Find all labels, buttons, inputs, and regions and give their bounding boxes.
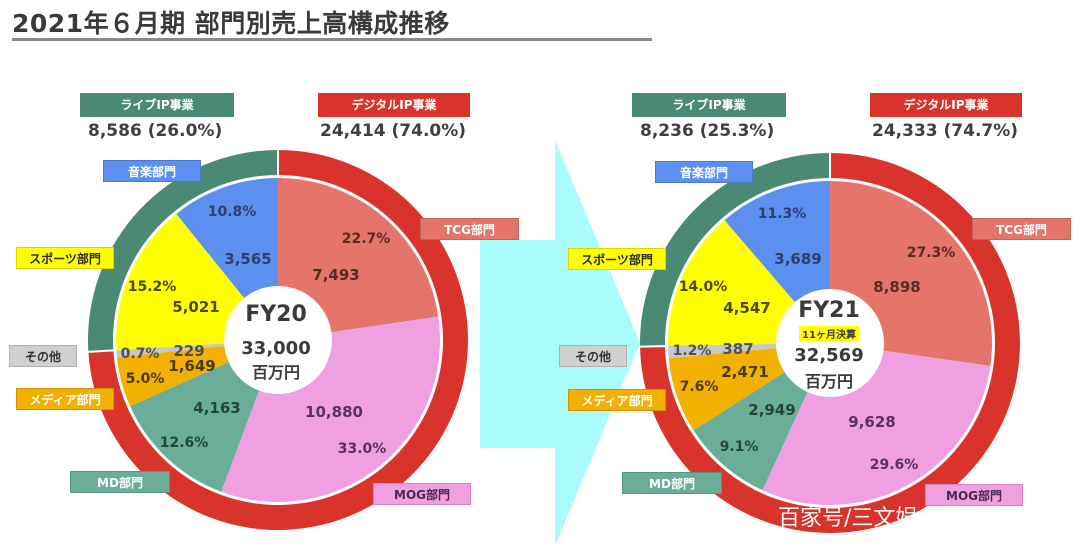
fy21-other-pct: 1.2% — [672, 343, 712, 359]
fy21-center-subtitle: 11ヶ月決算 — [799, 326, 859, 341]
fy20-media-value: 1,649 — [168, 357, 216, 375]
fy20-tag-music: 音楽部門 — [103, 160, 201, 182]
fy21-sports-value: 4,547 — [723, 299, 771, 317]
fy20-mog-pct: 33.0% — [337, 441, 387, 457]
fy21-outer-ring-live-ip — [640, 153, 830, 347]
fy20-tag-md: MD部門 — [70, 471, 170, 493]
fy20-media-pct: 5.0% — [125, 371, 165, 387]
fy20-other-pct: 0.7% — [120, 346, 160, 362]
fy20-tag-mog: MOG部門 — [373, 483, 471, 505]
fy21-center-unit: 百万円 — [804, 372, 854, 391]
fy21-live-value-number: 8,236 — [640, 121, 694, 141]
fy21-mog-value: 9,628 — [848, 413, 896, 431]
fy21-tag-sports: スポーツ部門 — [568, 248, 666, 270]
watermark: 百家号/三文娱 ... — [778, 506, 946, 531]
transition-arrow — [480, 140, 640, 546]
fy21-digital-value-percent: (74.7%) — [943, 121, 1019, 141]
fy20-tcg-value: 7,493 — [312, 266, 360, 284]
fy21-md-value: 2,949 — [748, 401, 796, 419]
fy20-sports-pct: 15.2% — [127, 279, 177, 295]
fy20-md-pct: 12.6% — [159, 435, 209, 451]
fy20-tag-tcg: TCG部門 — [420, 218, 519, 240]
fy21-tag-other: その他 — [559, 345, 627, 367]
fy21-md-pct: 9.1% — [719, 439, 759, 455]
fy21-tag-mog: MOG部門 — [925, 484, 1023, 506]
fy21-tag-media: メディア部門 — [568, 389, 666, 411]
fy21-live-ip-header: ライブIP事業 — [632, 93, 786, 117]
fy21-donut-chart — [640, 153, 1021, 534]
fy21-digital-value-number: 24,333 — [872, 121, 938, 141]
fy21-music-pct: 11.3% — [757, 206, 807, 222]
fy20-ring-divider — [88, 349, 114, 353]
fy20-tag-other: その他 — [9, 345, 77, 367]
fy20-live-ip-value: 8,586 (26.0%) — [88, 121, 222, 141]
fy21-tag-md: MD部門 — [622, 472, 722, 494]
fy20-slice-tcg — [278, 178, 439, 340]
fy21-live-value-percent: (25.3%) — [699, 121, 775, 141]
fy20-digital-ip-value: 24,414 (74.0%) — [320, 121, 466, 141]
fy21-tcg-pct: 27.3% — [906, 245, 956, 261]
fy21-center-hole — [776, 289, 884, 397]
fy20-sports-value: 5,021 — [172, 298, 220, 316]
page-title: 2021年６月期 部門別売上高構成推移 — [12, 9, 450, 38]
fy20-center-unit: 百万円 — [251, 363, 301, 382]
fy20-digital-ip-header: デジタルIP事業 — [318, 93, 470, 117]
fy20-center-label: FY20 — [245, 302, 307, 327]
fy20-digital-value-number: 24,414 — [320, 121, 386, 141]
fy20-other-value: 229 — [173, 342, 205, 360]
fy20-donut-chart — [88, 150, 468, 531]
title-underline — [12, 38, 652, 41]
fy20-digital-value-percent: (74.0%) — [391, 121, 467, 141]
fy21-digital-ip-value: 24,333 (74.7%) — [872, 121, 1018, 141]
fy20-live-value-number: 8,586 — [88, 121, 142, 141]
fy20-music-value: 3,565 — [224, 250, 272, 268]
fy21-other-value: 387 — [722, 340, 754, 358]
fy21-center-label: FY21 — [798, 298, 860, 323]
fy20-center-total: 33,000 — [241, 338, 311, 359]
fy20-md-value: 4,163 — [193, 399, 241, 417]
fy21-media-value: 2,471 — [721, 363, 769, 381]
fy21-tcg-value: 8,898 — [873, 278, 921, 296]
fy21-media-pct: 7.6% — [679, 379, 719, 395]
fy21-live-ip-value: 8,236 (25.3%) — [640, 121, 774, 141]
fy20-mog-value: 10,880 — [305, 403, 363, 421]
fy21-center-total: 32,569 — [794, 345, 864, 366]
fy20-music-pct: 10.8% — [207, 204, 257, 220]
fy21-tag-tcg: TCG部門 — [972, 218, 1071, 240]
fy20-live-ip-header: ライブIP事業 — [80, 93, 234, 117]
fy21-sports-pct: 14.0% — [678, 279, 728, 295]
fy20-tcg-pct: 22.7% — [341, 231, 391, 247]
fy20-tag-sports: スポーツ部門 — [16, 247, 114, 269]
fy21-mog-pct: 29.6% — [869, 457, 919, 473]
fy21-music-value: 3,689 — [774, 250, 822, 268]
fy20-center-hole — [224, 286, 332, 394]
fy20-live-value-percent: (26.0%) — [147, 121, 223, 141]
fy21-digital-ip-header: デジタルIP事業 — [870, 93, 1022, 117]
fy20-tag-media: メディア部門 — [16, 388, 114, 410]
fy20-outer-ring-live-ip — [88, 150, 278, 352]
fy21-tag-music: 音楽部門 — [655, 161, 753, 183]
